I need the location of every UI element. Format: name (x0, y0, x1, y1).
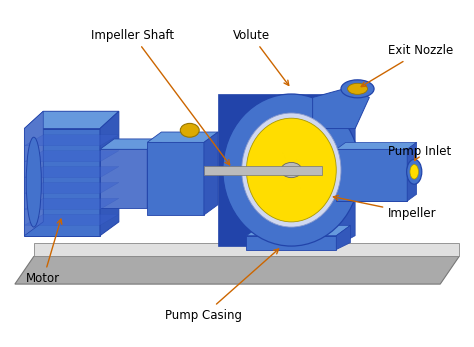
Text: Impeller: Impeller (333, 195, 437, 220)
Polygon shape (407, 142, 417, 201)
Polygon shape (24, 111, 119, 129)
Polygon shape (24, 135, 119, 146)
Polygon shape (336, 149, 407, 201)
Text: Motor: Motor (26, 219, 62, 286)
Text: Volute: Volute (233, 29, 289, 85)
Polygon shape (100, 111, 119, 236)
Polygon shape (24, 167, 119, 178)
Polygon shape (280, 170, 292, 193)
Polygon shape (24, 214, 119, 225)
Polygon shape (100, 149, 147, 208)
Ellipse shape (246, 118, 336, 222)
Polygon shape (246, 236, 336, 249)
Polygon shape (246, 225, 350, 236)
Text: Exit Nozzle: Exit Nozzle (361, 44, 454, 87)
Ellipse shape (407, 159, 422, 184)
Polygon shape (204, 132, 218, 215)
Circle shape (180, 124, 199, 137)
Text: Pump Inlet: Pump Inlet (388, 145, 452, 161)
Polygon shape (313, 87, 369, 129)
Ellipse shape (341, 80, 374, 98)
Text: Pump Casing: Pump Casing (165, 249, 279, 322)
Polygon shape (147, 142, 204, 215)
Polygon shape (292, 147, 303, 170)
Polygon shape (336, 225, 350, 249)
Ellipse shape (26, 137, 41, 227)
Ellipse shape (223, 94, 360, 246)
Polygon shape (24, 198, 119, 210)
Polygon shape (204, 166, 322, 175)
Polygon shape (292, 170, 303, 193)
Ellipse shape (242, 113, 341, 227)
Ellipse shape (410, 164, 419, 179)
Text: Impeller Shaft: Impeller Shaft (91, 29, 230, 165)
Polygon shape (24, 183, 119, 194)
Polygon shape (336, 94, 355, 246)
Polygon shape (24, 111, 43, 236)
Polygon shape (100, 139, 161, 149)
Polygon shape (147, 132, 218, 142)
Circle shape (281, 162, 302, 178)
Polygon shape (218, 94, 336, 246)
Polygon shape (24, 151, 119, 162)
Ellipse shape (347, 83, 367, 94)
Polygon shape (15, 256, 459, 284)
Polygon shape (147, 139, 161, 208)
Polygon shape (24, 129, 100, 236)
Polygon shape (34, 243, 459, 256)
Polygon shape (336, 142, 417, 149)
Polygon shape (280, 147, 292, 170)
